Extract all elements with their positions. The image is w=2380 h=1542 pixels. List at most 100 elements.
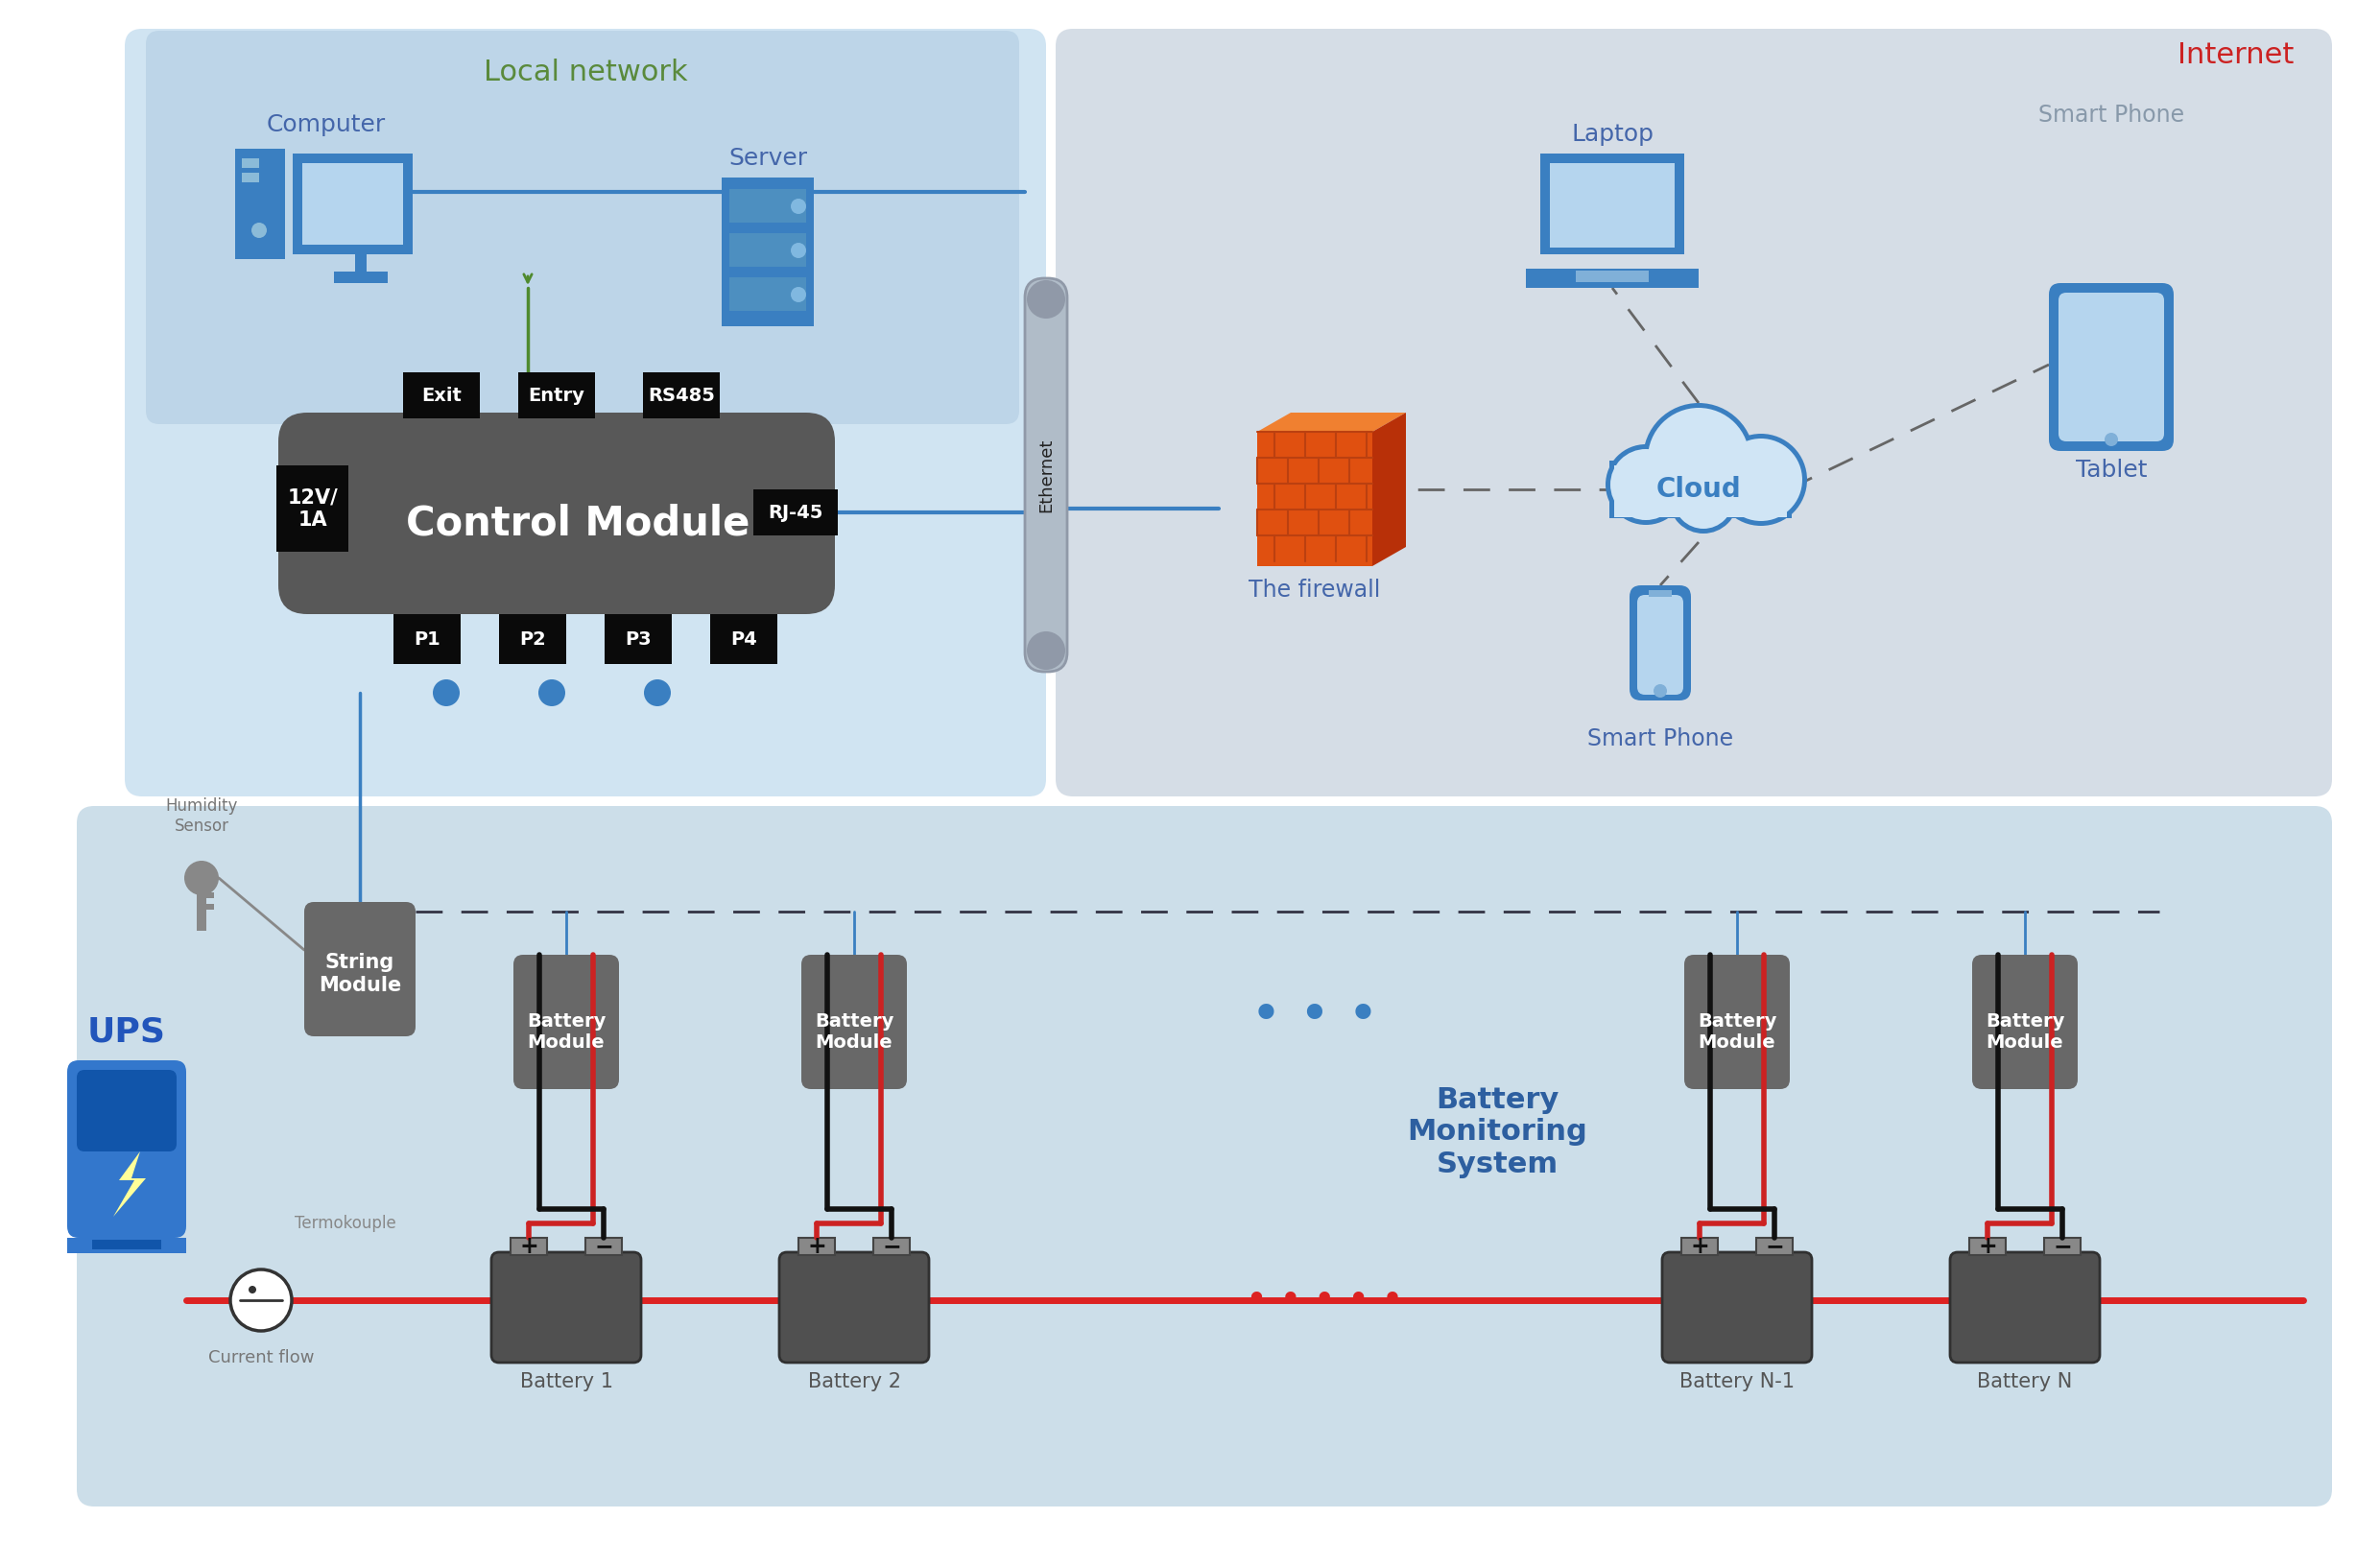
Bar xyxy=(643,372,719,418)
Text: −: − xyxy=(595,1235,614,1258)
Circle shape xyxy=(790,242,807,258)
Text: Computer: Computer xyxy=(267,113,386,136)
Bar xyxy=(1540,154,1685,254)
Text: Termokouple: Termokouple xyxy=(295,1215,395,1232)
Circle shape xyxy=(538,680,566,706)
Circle shape xyxy=(790,199,807,214)
Text: UPS: UPS xyxy=(88,1015,167,1049)
Text: RJ-45: RJ-45 xyxy=(769,503,823,521)
Circle shape xyxy=(790,287,807,302)
Text: P1: P1 xyxy=(414,631,440,648)
Text: Battery
Module: Battery Module xyxy=(814,1012,892,1052)
Text: Smart Phone: Smart Phone xyxy=(2037,103,2185,126)
Circle shape xyxy=(248,1286,257,1294)
Bar xyxy=(1526,268,1699,288)
Text: Laptop: Laptop xyxy=(1571,123,1654,146)
Bar xyxy=(302,163,402,245)
Circle shape xyxy=(1606,444,1685,524)
Circle shape xyxy=(433,680,459,706)
Text: −: − xyxy=(1766,1235,1785,1258)
Bar xyxy=(754,489,838,535)
Text: Battery 1: Battery 1 xyxy=(519,1372,612,1391)
Bar xyxy=(709,614,778,665)
Polygon shape xyxy=(1373,413,1407,566)
Bar xyxy=(728,278,807,311)
Circle shape xyxy=(1611,449,1680,520)
Bar xyxy=(243,159,259,168)
Text: Internet: Internet xyxy=(2178,42,2294,69)
Bar xyxy=(585,1238,621,1255)
Bar xyxy=(207,893,214,897)
Text: Humidity
Sensor: Humidity Sensor xyxy=(164,797,238,834)
FancyBboxPatch shape xyxy=(1661,1252,1811,1363)
Text: Local network: Local network xyxy=(483,59,688,86)
Bar xyxy=(67,1238,186,1254)
Text: Battery N-1: Battery N-1 xyxy=(1680,1372,1795,1391)
Circle shape xyxy=(1721,438,1802,521)
Text: Smart Phone: Smart Phone xyxy=(1587,728,1733,751)
FancyBboxPatch shape xyxy=(67,1061,186,1238)
Bar xyxy=(393,614,462,665)
Circle shape xyxy=(1642,402,1754,515)
FancyBboxPatch shape xyxy=(2059,293,2163,441)
FancyBboxPatch shape xyxy=(124,29,1047,796)
Text: RS485: RS485 xyxy=(647,386,714,404)
Bar xyxy=(797,1238,835,1255)
Bar xyxy=(243,173,259,182)
FancyBboxPatch shape xyxy=(1026,278,1066,672)
Text: The firewall: The firewall xyxy=(1250,578,1380,601)
Text: +: + xyxy=(1690,1235,1709,1258)
Text: Battery 2: Battery 2 xyxy=(807,1372,900,1391)
Text: Battery
Monitoring
System: Battery Monitoring System xyxy=(1407,1086,1587,1178)
Circle shape xyxy=(1026,631,1066,669)
Bar xyxy=(1609,461,1792,518)
FancyBboxPatch shape xyxy=(802,954,907,1089)
Circle shape xyxy=(1668,464,1737,534)
Bar xyxy=(500,614,566,665)
Bar xyxy=(1576,270,1649,282)
Bar xyxy=(728,190,807,222)
Bar xyxy=(93,1240,162,1249)
Text: • • • • •: • • • • • xyxy=(1245,1281,1404,1318)
Text: Ethernet: Ethernet xyxy=(1038,438,1054,512)
Circle shape xyxy=(183,860,219,896)
Bar xyxy=(1968,1238,2006,1255)
Bar xyxy=(333,271,388,284)
Polygon shape xyxy=(1257,413,1407,432)
FancyBboxPatch shape xyxy=(1637,595,1683,695)
Text: Tablet: Tablet xyxy=(2075,458,2147,481)
FancyBboxPatch shape xyxy=(145,31,1019,424)
FancyBboxPatch shape xyxy=(490,1252,640,1363)
Bar xyxy=(721,177,814,327)
FancyBboxPatch shape xyxy=(2049,284,2173,450)
Text: Current flow: Current flow xyxy=(207,1349,314,1366)
FancyBboxPatch shape xyxy=(778,1252,928,1363)
Bar xyxy=(236,148,286,259)
Circle shape xyxy=(1654,685,1666,697)
FancyBboxPatch shape xyxy=(1685,954,1790,1089)
Circle shape xyxy=(1647,407,1749,509)
FancyBboxPatch shape xyxy=(76,1070,176,1152)
Text: +: + xyxy=(1978,1235,1997,1258)
Text: +: + xyxy=(519,1235,538,1258)
Bar xyxy=(198,877,207,931)
Polygon shape xyxy=(1257,432,1373,566)
FancyBboxPatch shape xyxy=(1630,586,1690,700)
Bar xyxy=(728,233,807,267)
Bar xyxy=(1649,591,1671,597)
Circle shape xyxy=(645,680,671,706)
FancyBboxPatch shape xyxy=(305,902,416,1036)
Bar xyxy=(1756,1238,1792,1255)
Text: Entry: Entry xyxy=(528,386,585,404)
Text: +: + xyxy=(807,1235,826,1258)
FancyBboxPatch shape xyxy=(1949,1252,2099,1363)
Text: −: − xyxy=(883,1235,902,1258)
Bar xyxy=(512,1238,547,1255)
Bar xyxy=(519,372,595,418)
Circle shape xyxy=(1716,433,1806,526)
Bar xyxy=(402,372,481,418)
Text: Cloud: Cloud xyxy=(1656,476,1742,503)
Bar xyxy=(1549,163,1676,248)
Bar xyxy=(1614,466,1787,517)
FancyBboxPatch shape xyxy=(1057,29,2332,796)
